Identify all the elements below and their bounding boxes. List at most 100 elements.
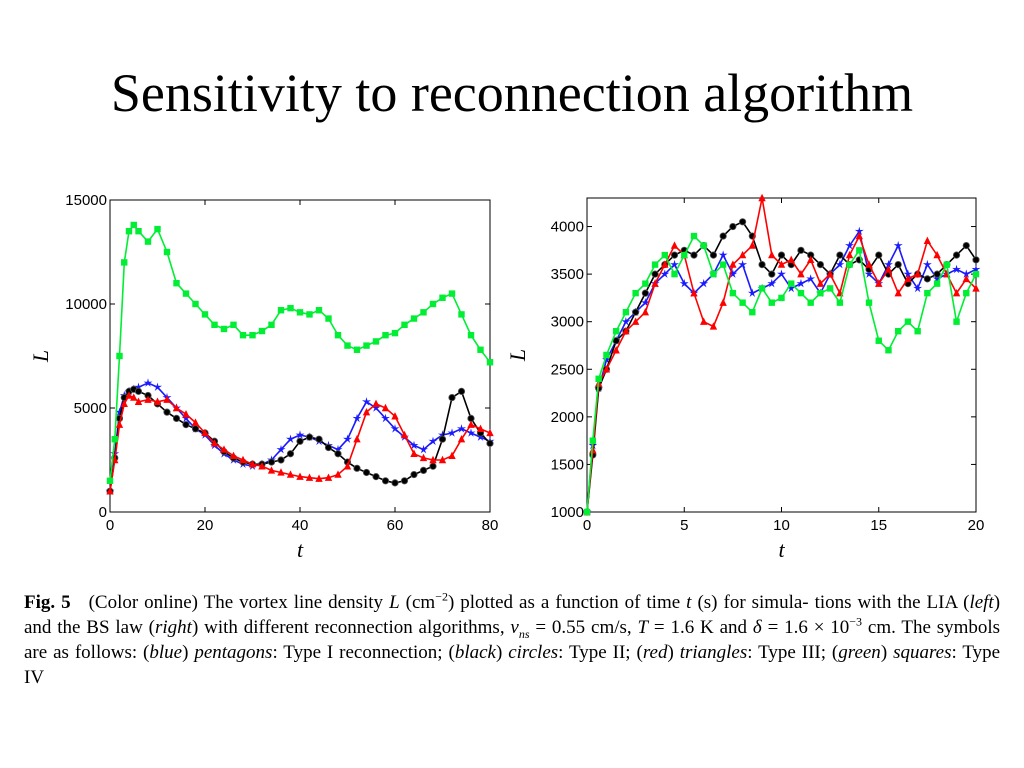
data-point-square	[401, 321, 408, 328]
caption-text: ) and the BS law (	[24, 592, 1001, 638]
data-point-triangle	[305, 473, 314, 481]
data-point-star	[806, 274, 816, 283]
data-point-circle	[315, 435, 323, 443]
data-point-circle	[410, 470, 418, 479]
data-point-star	[913, 283, 923, 293]
data-point-square	[239, 332, 247, 339]
data-point-star	[738, 259, 748, 269]
slide-title: Sensitivity to reconnection algorithm	[110, 63, 914, 123]
data-point-star	[390, 424, 400, 433]
data-point-triangle	[153, 397, 162, 405]
data-point-star	[932, 274, 942, 283]
data-point-square	[121, 259, 128, 266]
data-point-triangle	[258, 462, 266, 470]
y-tick-label: 3000	[551, 314, 584, 331]
data-point-square	[192, 300, 199, 308]
data-point-circle	[277, 456, 285, 464]
caption-text: )	[182, 642, 189, 663]
caption-pentagons: pentagons	[194, 642, 273, 663]
data-point-star	[767, 278, 777, 288]
data-point-circle	[816, 261, 824, 269]
data-point-triangle	[334, 470, 342, 478]
data-point-triangle	[429, 455, 437, 464]
data-point-triangle	[631, 317, 640, 325]
data-point-star	[362, 397, 371, 406]
data-point-square	[315, 307, 323, 314]
data-point-triangle	[315, 474, 323, 482]
data-point-triangle	[690, 288, 698, 297]
caption-text: : Type I reconnection; (	[272, 642, 455, 663]
data-point-triangle	[913, 269, 922, 278]
data-point-square	[583, 508, 591, 516]
data-point-star	[679, 278, 689, 288]
x-tick-label: 20	[197, 517, 214, 534]
data-point-star	[134, 382, 143, 391]
data-point-square	[382, 332, 389, 339]
data-point-circle	[709, 251, 718, 259]
data-point-star	[466, 428, 476, 437]
data-point-star	[381, 413, 390, 423]
data-point-square	[410, 315, 418, 322]
plot-area	[586, 197, 977, 513]
data-point-square	[486, 359, 494, 366]
data-point-square	[111, 436, 118, 443]
data-point-star	[438, 430, 447, 439]
data-point-triangle	[729, 260, 737, 268]
data-point-star	[670, 259, 679, 269]
data-point-star	[864, 269, 874, 278]
data-point-circle	[777, 251, 786, 259]
data-point-star	[971, 264, 981, 274]
data-point-star	[409, 440, 419, 450]
data-point-triangle	[277, 468, 285, 476]
caption-var-v: v	[510, 617, 519, 638]
data-point-triangle	[115, 420, 124, 428]
data-point-star	[903, 269, 913, 278]
data-point-triangle	[163, 395, 171, 403]
data-point-square	[729, 289, 737, 297]
caption-subscript: ns	[518, 626, 530, 641]
caption-exponent: −2	[435, 589, 448, 604]
data-point-triangle	[372, 399, 380, 408]
data-point-star	[602, 355, 611, 364]
data-point-star	[952, 264, 961, 274]
data-point-square	[972, 270, 980, 278]
y-tick-label: 5000	[74, 400, 107, 417]
data-point-triangle	[797, 269, 805, 278]
data-point-circle	[836, 251, 844, 259]
data-point-triangle	[612, 346, 620, 354]
data-point-circle	[933, 270, 941, 278]
data-point-square	[448, 290, 456, 297]
caption-text: (Color online) The vortex line density	[88, 592, 384, 613]
data-point-star	[640, 298, 650, 307]
data-point-square	[788, 280, 795, 287]
y-tick-label: 4000	[551, 219, 584, 236]
data-point-triangle	[267, 466, 276, 474]
data-point-circle	[739, 218, 747, 226]
data-point-circle	[182, 421, 190, 429]
data-point-square	[258, 327, 266, 335]
data-point-circle	[391, 479, 399, 487]
caption-black: black	[454, 642, 496, 663]
data-point-circle	[324, 443, 333, 452]
data-point-square	[211, 321, 218, 328]
data-point-circle	[729, 222, 737, 231]
data-point-square	[306, 311, 313, 318]
data-point-triangle	[324, 473, 333, 481]
data-point-square	[173, 280, 180, 287]
data-point-triangle	[182, 410, 190, 418]
data-point-square	[778, 294, 785, 302]
data-point-triangle	[130, 393, 138, 401]
plot-area	[109, 199, 491, 513]
data-point-square	[856, 247, 863, 254]
data-point-circle	[719, 232, 727, 240]
x-axis-label: t	[297, 537, 304, 562]
data-point-square	[334, 332, 342, 339]
data-point-star	[786, 283, 796, 293]
data-point-square	[163, 248, 171, 256]
data-point-square	[230, 321, 237, 328]
data-point-circle	[296, 437, 304, 445]
data-point-circle	[768, 270, 776, 278]
caption-red: red	[642, 642, 668, 663]
caption-left: left	[969, 592, 994, 613]
data-point-triangle	[343, 462, 352, 470]
